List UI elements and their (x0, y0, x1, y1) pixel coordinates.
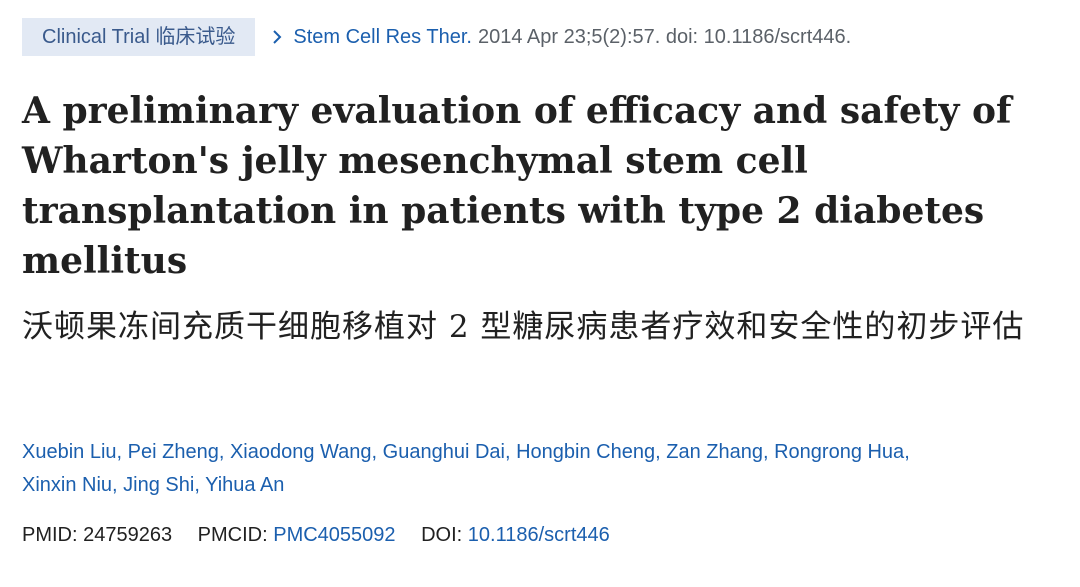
author-separator: , (655, 441, 667, 463)
article-title: A preliminary evaluation of efficacy and… (22, 90, 1012, 282)
doi-label: DOI: (421, 524, 463, 546)
author-link[interactable]: Guanghui Dai (382, 441, 505, 463)
doi-link[interactable]: 10.1186/scrt446 (467, 524, 610, 546)
author-list: Xuebin Liu, Pei Zheng, Xiaodong Wang, Gu… (22, 436, 1032, 502)
citation-details: 2014 Apr 23;5(2):57. doi: 10.1186/scrt44… (477, 25, 852, 48)
clinical-trial-badge[interactable]: Clinical Trial 临床试验 (22, 18, 256, 56)
author-separator: , (218, 441, 230, 463)
pmcid-link[interactable]: PMC4055092 (273, 524, 396, 546)
article-title-translation: 沃顿果冻间充质干细胞移植对 2 型糖尿病患者疗效和安全性的初步评估 (22, 309, 1025, 345)
author-separator: , (112, 474, 124, 496)
author-link[interactable]: Xinxin Niu (22, 474, 113, 496)
author-link[interactable]: Xiaodong Wang (229, 441, 372, 463)
author-link[interactable]: Yihua An (205, 474, 285, 496)
pmcid-label: PMCID: (197, 524, 268, 546)
citation: Stem Cell Res Ther. 2014 Apr 23;5(2):57.… (271, 26, 851, 49)
author-separator: , (194, 474, 206, 496)
chevron-right-icon (273, 30, 282, 44)
pmid-label: PMID: (22, 524, 78, 546)
author-link[interactable]: Rongrong Hua (774, 441, 905, 463)
author-link[interactable]: Pei Zheng (127, 441, 219, 463)
article-page: Clinical Trial 临床试验 Stem Cell Res Ther. … (22, 0, 1080, 587)
author-link[interactable]: Hongbin Cheng (516, 441, 656, 463)
author-separator: , (762, 441, 775, 463)
pmid-value: 24759263 (83, 524, 173, 546)
author-separator: , (116, 441, 128, 463)
author-link[interactable]: Zan Zhang (666, 441, 763, 463)
article-identifiers: PMID: 24759263 PMCID: PMC4055092 DOI: 10… (22, 520, 610, 550)
journal-link[interactable]: Stem Cell Res Ther. (293, 25, 472, 48)
author-separator: , (904, 441, 910, 463)
author-link[interactable]: Xuebin Liu (22, 441, 117, 463)
author-link[interactable]: Jing Shi (123, 474, 195, 496)
author-separator: , (371, 441, 383, 463)
article-header: Clinical Trial 临床试验 Stem Cell Res Ther. … (22, 18, 851, 56)
author-separator: , (504, 441, 517, 463)
